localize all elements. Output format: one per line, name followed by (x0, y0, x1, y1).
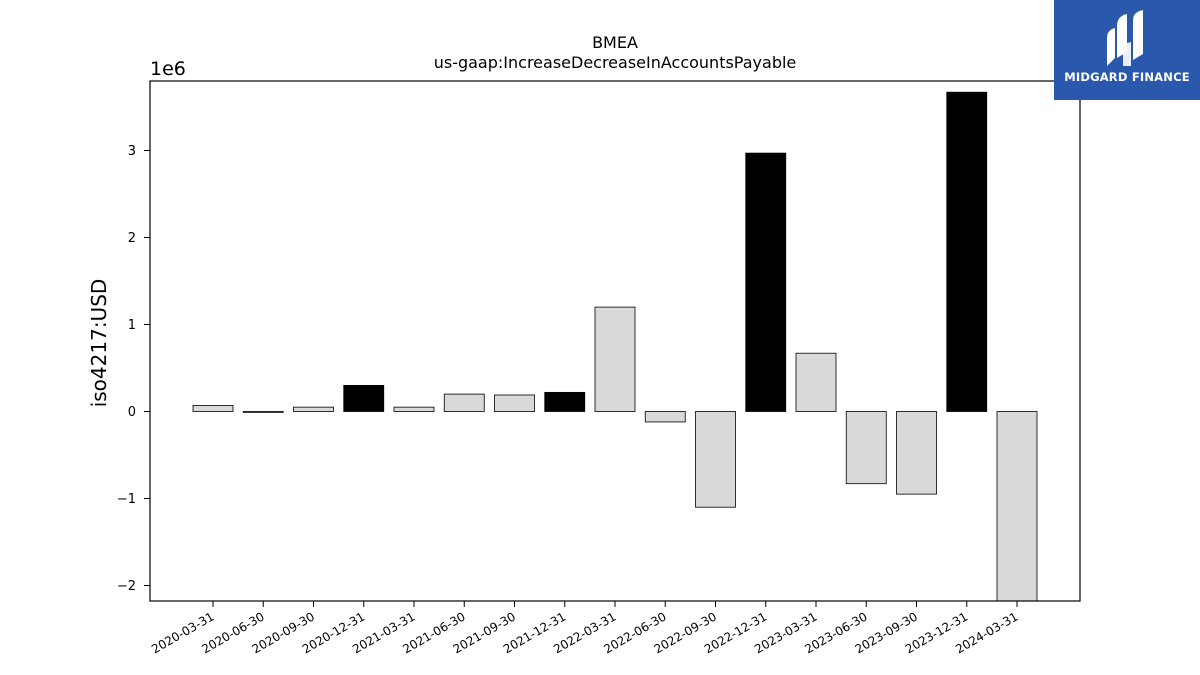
bar-2023-06-30 (845, 411, 887, 485)
bar-2023-09-30 (896, 411, 937, 495)
bar-2022-06-30 (644, 411, 686, 423)
y-tick-label: 2 (128, 231, 136, 246)
company-logo: MIDGARD FINANCE (1054, 0, 1200, 100)
y-tick-label: 1 (128, 318, 136, 333)
bar-2020-09-30 (293, 406, 334, 412)
bar-2021-06-30 (443, 393, 485, 412)
bar-2020-03-31 (192, 405, 234, 412)
bar-2022-12-31 (745, 152, 787, 412)
y-tick-label: 0 (128, 405, 136, 420)
chart-title: BMEA (592, 33, 638, 52)
bar-2021-12-31 (544, 391, 586, 412)
y-axis-label: iso4217:USD (87, 279, 111, 408)
bar-2023-03-31 (795, 352, 837, 412)
logo-text: MIDGARD FINANCE (1064, 70, 1190, 84)
logo-mark-icon (1107, 10, 1143, 66)
y-tick-label: 3 (128, 144, 136, 159)
bar-2021-09-30 (494, 394, 535, 412)
bar-2022-03-31 (594, 306, 636, 412)
chart-subtitle: us-gaap:IncreaseDecreaseInAccountsPayabl… (434, 53, 797, 72)
bar-2020-06-30 (242, 411, 284, 413)
plot-area-frame (149, 80, 1081, 602)
bar-2024-03-31 (996, 411, 1038, 602)
y-multiplier-label: 1e6 (150, 58, 186, 80)
bar-2020-12-31 (343, 384, 385, 412)
y-tick-label: −2 (117, 579, 136, 594)
bar-2023-12-31 (946, 91, 988, 412)
bar-2022-09-30 (695, 411, 736, 508)
bar-2021-03-31 (393, 406, 435, 412)
y-tick-label: −1 (117, 492, 136, 507)
